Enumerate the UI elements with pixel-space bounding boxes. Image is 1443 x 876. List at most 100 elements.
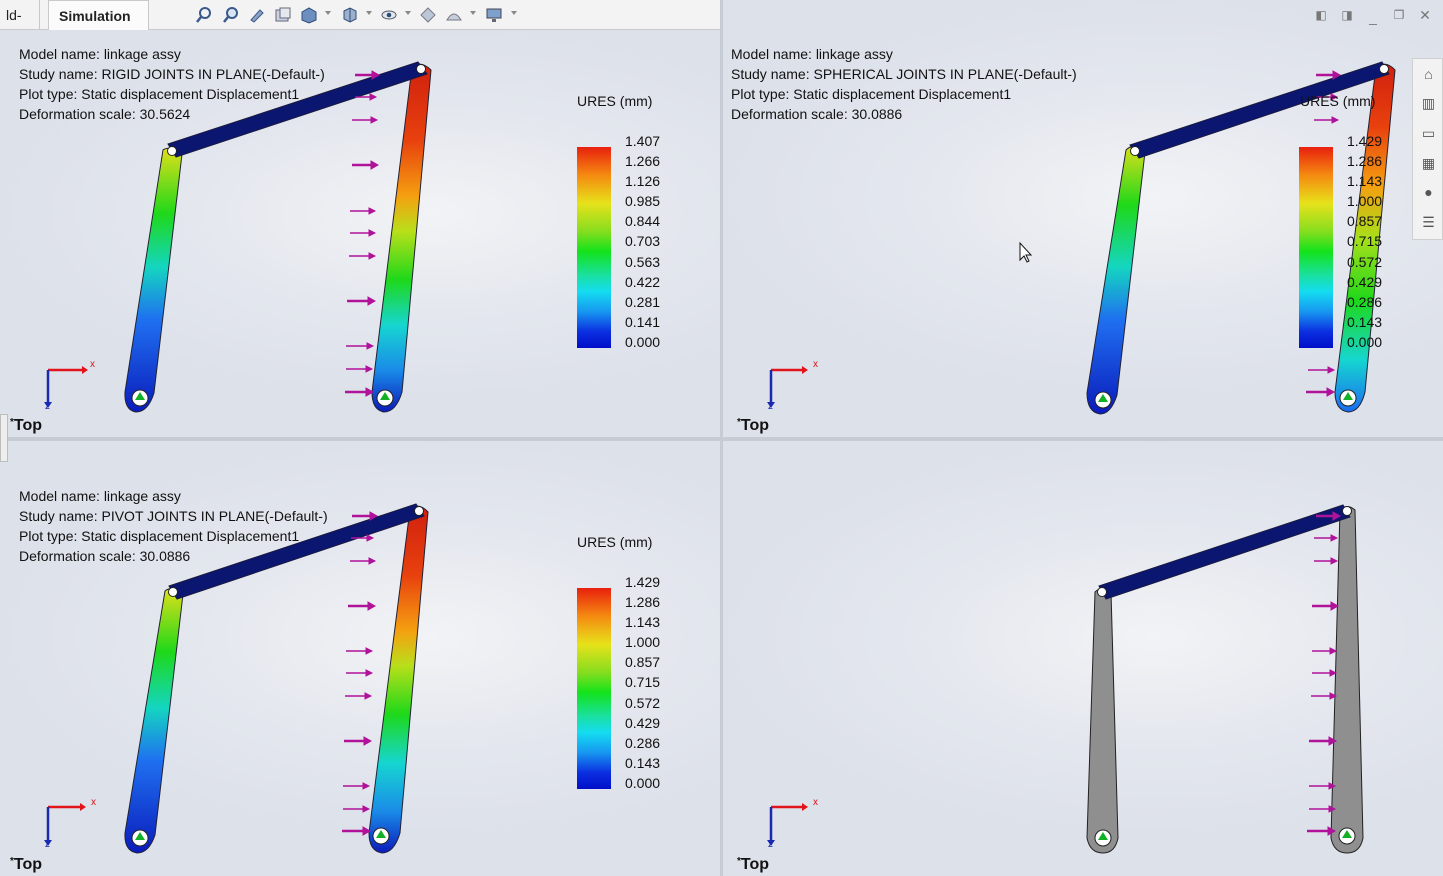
design-library-icon[interactable]: ▥ [1421, 95, 1436, 111]
view-label-prefix: * [10, 856, 14, 867]
legend-value: 1.286 [625, 594, 661, 611]
triad-x-label: x [91, 797, 96, 808]
chevron-down-icon[interactable] [511, 11, 517, 15]
color-legend-bar [577, 588, 611, 789]
view-label-text: Top [740, 417, 770, 434]
task-pane-tabs: ⌂ ▥ ▭ ▦ ● ☰ [1412, 58, 1443, 240]
apply-scene-icon[interactable] [445, 6, 463, 24]
load-arrows [1306, 70, 1342, 397]
legend-value: 0.286 [625, 734, 661, 751]
color-legend-bar [1299, 147, 1333, 348]
view-label-prefix: * [10, 417, 14, 428]
legend-value: 0.703 [625, 233, 661, 250]
chevron-down-icon[interactable] [470, 11, 476, 15]
legend-value: 1.286 [1347, 153, 1383, 170]
view-label-text: Top [740, 856, 770, 873]
chevron-down-icon[interactable] [325, 11, 331, 15]
study-name: Study name: PIVOT JOINTS IN PLANE(-Defau… [19, 508, 328, 524]
legend-value: 0.715 [1347, 233, 1383, 250]
legend-value: 0.286 [1347, 293, 1383, 310]
display-style-icon[interactable] [341, 6, 359, 24]
deformed-linkage-plot [767, 61, 1396, 415]
legend-value: 0.572 [625, 694, 661, 711]
plot-info: Model name: linkage assy Study name: SPH… [731, 44, 1077, 124]
deformed-linkage-plot [44, 503, 429, 854]
viewport-pivot-joints[interactable]: Model name: linkage assy Study name: PIV… [0, 441, 720, 876]
legend-value: 0.429 [625, 714, 661, 731]
plot-info: Model name: linkage assy Study name: PIV… [19, 486, 328, 566]
legend-values: 1.429 1.286 1.143 1.000 0.857 0.715 0.57… [625, 572, 660, 793]
view-orientation-label: *Top [10, 856, 42, 874]
deformed-linkage-plot [44, 61, 432, 413]
axis-triad [767, 366, 808, 408]
zoom-to-fit-icon[interactable] [195, 6, 213, 24]
study-name: Study name: SPHERICAL JOINTS IN PLANE(-D… [731, 66, 1077, 82]
legend-value: 1.429 [1347, 133, 1383, 149]
hide-show-icon[interactable] [380, 6, 398, 24]
view-palette-icon[interactable]: ▦ [1421, 155, 1436, 171]
plot-type: Plot type: Static displacement Displacem… [731, 86, 1012, 102]
appearances-icon[interactable]: ● [1424, 184, 1433, 200]
view-orientation-label: *Top [737, 856, 769, 874]
legend-title: URES (mm) [577, 93, 653, 109]
view-orientation-icon[interactable] [300, 6, 318, 24]
triad-z-label: z [45, 839, 50, 850]
legend-value: 0.429 [1347, 273, 1383, 290]
triad-x-label: x [813, 797, 818, 808]
tab-add-ins[interactable]: ld-Ins [0, 0, 40, 53]
viewport-model[interactable]: x z *Top [723, 441, 1443, 876]
chevron-down-icon[interactable] [366, 11, 372, 15]
deformation-scale: Deformation scale: 30.0886 [19, 548, 191, 564]
study-name: Study name: RIGID JOINTS IN PLANE(-Defau… [19, 66, 325, 82]
legend-value: 1.000 [1347, 193, 1383, 210]
plot-type: Plot type: Static displacement Displacem… [19, 528, 300, 544]
load-arrows [1307, 511, 1342, 836]
legend-value: 1.407 [625, 133, 661, 149]
feature-manager-collapse-handle[interactable] [0, 414, 8, 462]
model-name: Model name: linkage assy [19, 46, 181, 62]
view-label-text: Top [13, 417, 43, 434]
custom-properties-icon[interactable]: ☰ [1422, 214, 1435, 230]
tab-simulation[interactable]: Simulation [48, 0, 149, 30]
plot-type: Plot type: Static displacement Displacem… [19, 86, 300, 102]
model-name: Model name: linkage assy [19, 488, 181, 504]
minimize-icon[interactable]: _ [1369, 9, 1377, 25]
legend-value: 0.143 [1347, 313, 1383, 330]
section-view-icon[interactable] [274, 6, 292, 24]
load-arrows [342, 511, 379, 836]
restore-icon[interactable]: ❐ [1393, 8, 1405, 22]
legend-value: 0.857 [625, 654, 661, 671]
home-icon[interactable]: ⌂ [1424, 66, 1433, 82]
axis-triad [44, 366, 88, 408]
close-icon[interactable]: ✕ [1419, 7, 1431, 23]
tile-right-icon[interactable]: ◨ [1341, 8, 1353, 22]
tile-left-icon[interactable]: ◧ [1315, 8, 1327, 22]
view-label-text: Top [13, 856, 43, 873]
undeformed-linkage-model [767, 504, 1364, 854]
zoom-area-icon[interactable] [222, 6, 240, 24]
triad-z-label: z [45, 401, 50, 412]
previous-view-icon[interactable] [248, 6, 266, 24]
viewport-rigid-joints[interactable]: Model name: linkage assy Study name: RIG… [0, 30, 720, 437]
view-settings-icon[interactable] [485, 6, 503, 24]
view-orientation-label: *Top [10, 417, 42, 435]
view-label-prefix: * [737, 417, 741, 428]
triad-x-label: x [813, 359, 818, 370]
file-explorer-icon[interactable]: ▭ [1421, 125, 1436, 141]
legend-value: 0.857 [1347, 213, 1383, 230]
viewport-splitter-horizontal[interactable] [0, 437, 1443, 441]
chevron-down-icon[interactable] [405, 11, 411, 15]
viewport-spherical-joints[interactable]: Model name: linkage assy Study name: SPH… [723, 0, 1443, 437]
deformation-scale: Deformation scale: 30.0886 [731, 106, 903, 122]
axis-triad [767, 803, 808, 846]
legend-value: 0.143 [625, 754, 661, 771]
legend-value: 0.000 [1347, 333, 1383, 350]
triad-x-label: x [90, 359, 95, 370]
view-label-prefix: * [737, 856, 741, 867]
legend-value: 0.422 [625, 273, 661, 290]
legend-value: 0.281 [625, 293, 661, 310]
legend-value: 1.143 [625, 614, 661, 631]
edit-appearance-icon[interactable] [419, 6, 437, 24]
legend-value: 0.141 [625, 313, 661, 330]
